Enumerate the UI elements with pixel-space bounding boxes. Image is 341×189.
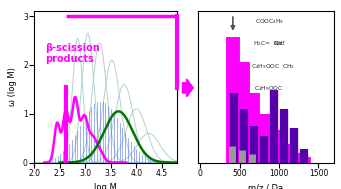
X-axis label: m/z / Da: m/z / Da <box>248 183 284 189</box>
Text: β-scission
products: β-scission products <box>45 43 100 64</box>
Text: Na$^+$: Na$^+$ <box>273 39 286 48</box>
Text: C$_4$H$_9$OOC: C$_4$H$_9$OOC <box>254 84 283 93</box>
Text: COOC$_4$H$_9$: COOC$_4$H$_9$ <box>255 17 284 26</box>
Text: C$_4$H$_9$OOC  CH$_2$: C$_4$H$_9$OOC CH$_2$ <box>251 62 295 71</box>
Y-axis label: ω (log M): ω (log M) <box>9 67 17 106</box>
Text: H$_2$C$\!=\!$  CH$_2$: H$_2$C$\!=\!$ CH$_2$ <box>253 39 286 48</box>
X-axis label: log M: log M <box>94 183 117 189</box>
